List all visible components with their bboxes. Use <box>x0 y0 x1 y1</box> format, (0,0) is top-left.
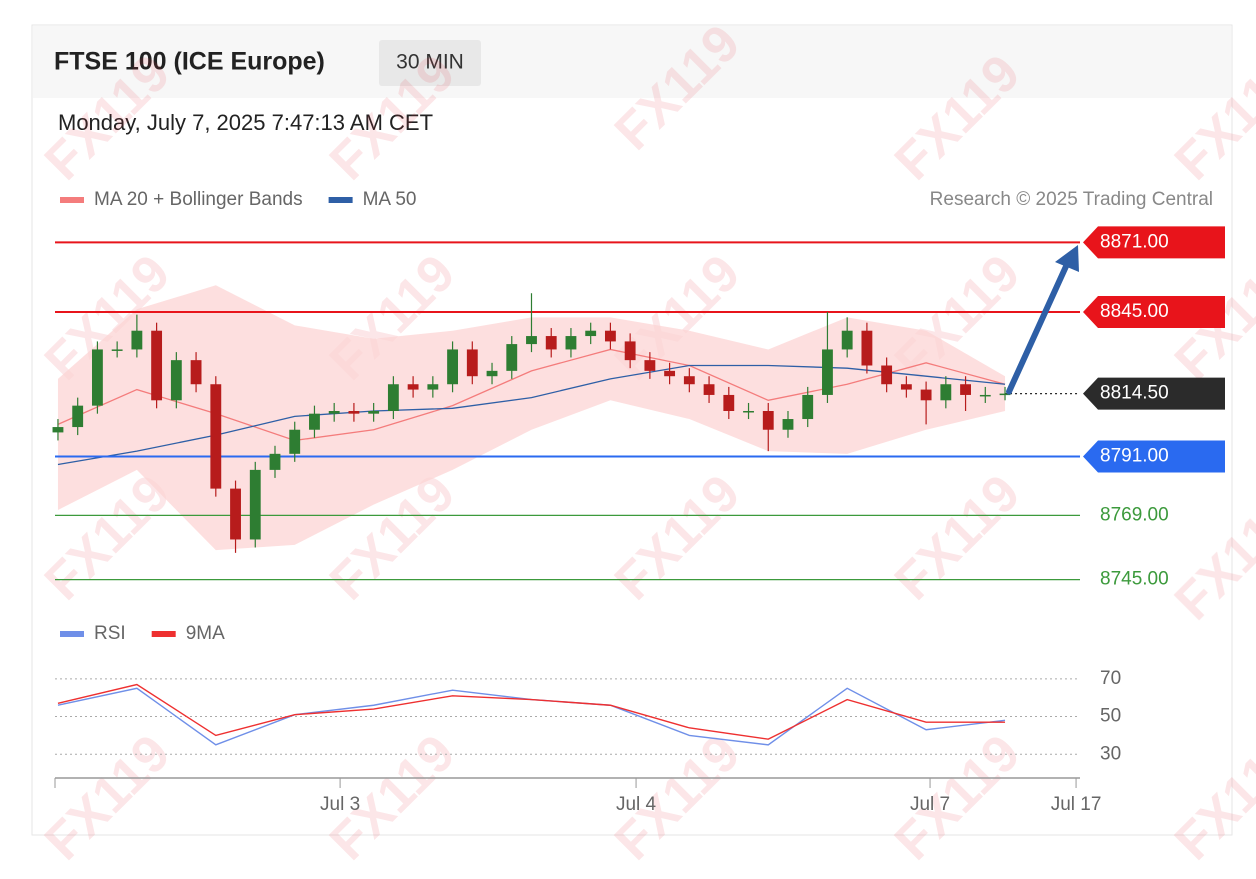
candle-body <box>565 336 577 350</box>
level-label: 8791.00 <box>1100 446 1169 467</box>
candle-body <box>111 349 123 351</box>
candle-body <box>920 389 932 401</box>
forecast-arrow <box>1006 259 1071 395</box>
legend-label: RSI <box>94 623 126 644</box>
candle-body <box>427 384 439 390</box>
legend-swatch <box>151 631 176 637</box>
level-box <box>1083 295 1225 328</box>
level-label: 8769.00 <box>1100 504 1169 525</box>
level-label: 8845.00 <box>1100 301 1169 322</box>
candle-body <box>802 394 814 420</box>
candle-body <box>348 411 360 414</box>
level-label: 8745.00 <box>1100 569 1169 590</box>
y-tick-label: 50 <box>1100 706 1121 727</box>
title: FTSE 100 (ICE Europe) <box>54 48 325 76</box>
candle-body <box>506 344 518 371</box>
candle-body <box>447 349 458 385</box>
candle-body <box>210 384 222 489</box>
candle-body <box>230 488 241 540</box>
candle-body <box>881 365 893 385</box>
candle-body <box>979 394 991 397</box>
candle-body <box>328 411 340 414</box>
x-tick-label: Jul 17 <box>1051 794 1102 815</box>
candle-body <box>762 411 774 430</box>
candle-body <box>723 394 735 411</box>
interval: 30 MIN <box>396 51 464 74</box>
header-bg <box>33 26 1231 98</box>
x-tick-label: Jul 3 <box>320 794 360 815</box>
level-box <box>1083 440 1225 473</box>
level-label: 8871.00 <box>1100 231 1169 252</box>
y-tick-label: 70 <box>1100 668 1121 689</box>
candle-body <box>545 336 557 350</box>
level-label: 8814.50 <box>1100 383 1169 404</box>
candle-body <box>703 384 715 395</box>
legend-swatch <box>328 197 353 203</box>
candle-body <box>683 376 695 385</box>
candle-body <box>170 360 182 401</box>
candle-body <box>664 370 676 377</box>
candle-body <box>131 330 143 350</box>
candle-body <box>289 429 301 454</box>
candle-body <box>72 405 84 428</box>
candle-body <box>309 413 320 430</box>
candle-body <box>52 427 64 433</box>
candle-body <box>190 360 202 385</box>
candle-body <box>407 384 419 390</box>
legend-label: 9MA <box>186 623 225 644</box>
candle-body <box>466 349 478 377</box>
interval-badge <box>379 40 481 86</box>
candle-body <box>743 411 754 413</box>
candle-body <box>526 336 537 345</box>
legend-swatch <box>60 631 84 637</box>
candle-body <box>269 453 281 470</box>
candle-body <box>604 330 616 342</box>
legend-label: MA 20 + Bollinger Bands <box>94 189 303 210</box>
level-box <box>1083 377 1225 410</box>
candle-body <box>151 330 163 401</box>
bollinger-band <box>57 285 1006 551</box>
forecast-arrowhead <box>1055 245 1079 272</box>
candle-body <box>249 469 261 540</box>
candle-body <box>624 341 636 361</box>
legend-label: MA 50 <box>363 189 417 210</box>
credit: Research © 2025 Trading Central <box>930 189 1213 210</box>
candle-body <box>91 349 103 406</box>
candle-body <box>782 419 794 430</box>
level-box <box>1083 226 1225 259</box>
candle-body <box>644 360 656 371</box>
x-tick-label: Jul 7 <box>910 794 950 815</box>
candle-body <box>960 384 971 395</box>
rsi-line <box>57 683 1006 740</box>
candle-body <box>900 384 912 390</box>
candle-body <box>940 384 952 401</box>
x-tick-label: Jul 4 <box>616 794 657 815</box>
candle-body <box>861 330 873 366</box>
legend-swatch <box>60 197 84 203</box>
candle-body <box>841 330 853 350</box>
candle-body <box>999 393 1011 396</box>
candle-body <box>486 370 498 377</box>
candle-body <box>585 330 597 337</box>
date: Monday, July 7, 2025 7:47:13 AM CET <box>58 110 433 135</box>
y-tick-label: 30 <box>1100 743 1121 764</box>
candle-body <box>387 384 399 411</box>
candle-body <box>822 349 833 395</box>
candle-body <box>368 411 380 414</box>
